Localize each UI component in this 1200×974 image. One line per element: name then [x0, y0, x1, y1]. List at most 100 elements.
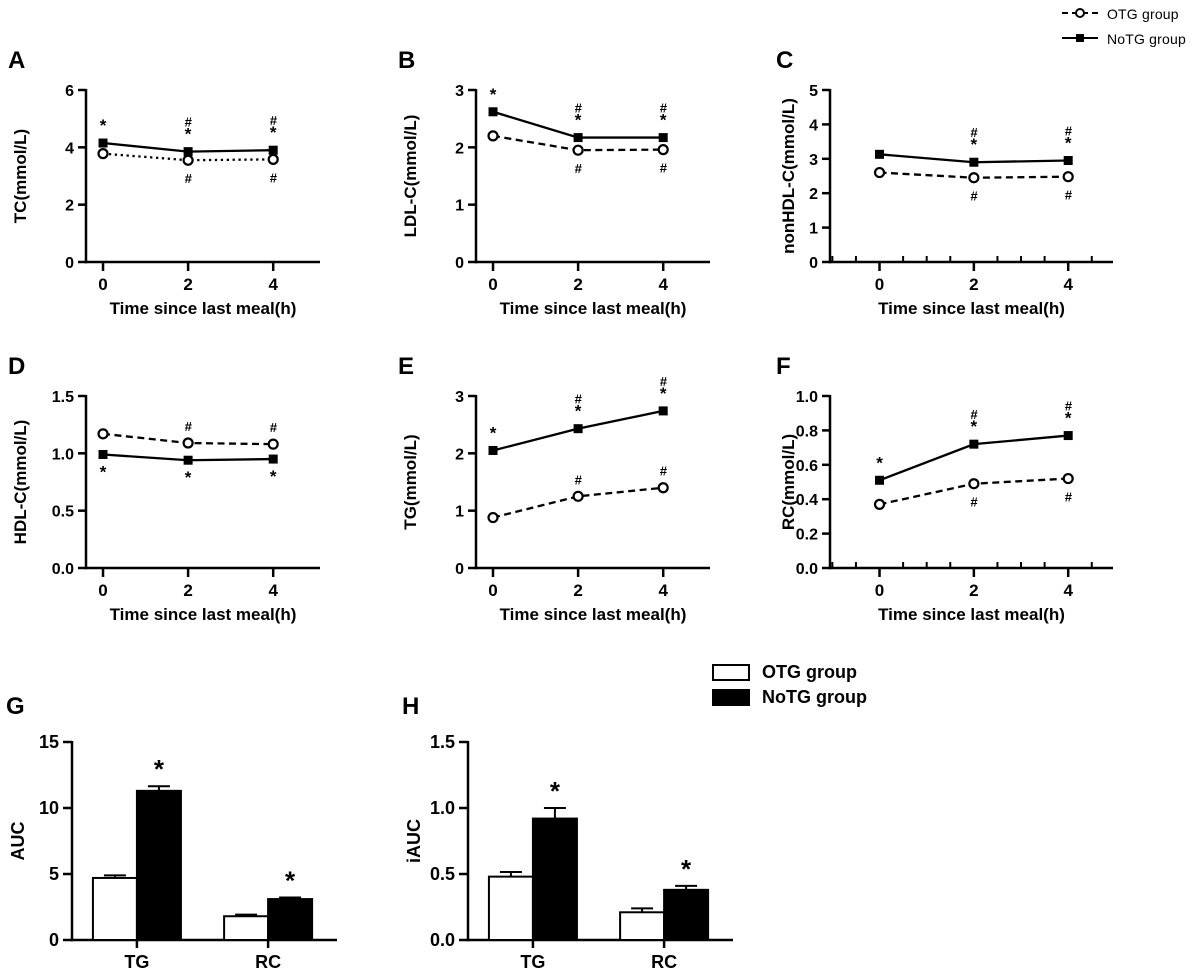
- svg-text:#: #: [574, 101, 582, 116]
- filled-bar-swatch-icon: [712, 689, 750, 706]
- chart-h-svg: H 0.0 0.5 1.0 1.5 * TG * RC iAUC: [402, 693, 733, 972]
- svg-text:*: *: [550, 776, 561, 806]
- svg-text:0: 0: [455, 255, 464, 272]
- svg-text:0: 0: [455, 561, 464, 578]
- svg-text:#: #: [574, 392, 582, 407]
- panel-f-chart: F 0.0 0.2 0.4 0.6 0.8 1.0 0 2 4 Time since last me…: [770, 346, 1190, 648]
- svg-text:#: #: [270, 113, 278, 128]
- svg-text:*: *: [100, 462, 107, 481]
- svg-text:*: *: [270, 123, 277, 142]
- svg-text:Time since last meal(h): Time since last meal(h): [110, 299, 297, 318]
- svg-text:2: 2: [65, 198, 74, 215]
- svg-text:4: 4: [658, 581, 668, 600]
- svg-text:6: 6: [65, 83, 74, 100]
- svg-text:*: *: [154, 754, 165, 784]
- svg-text:15: 15: [39, 732, 59, 752]
- svg-text:0.4: 0.4: [796, 492, 818, 509]
- svg-text:4: 4: [268, 275, 278, 294]
- svg-text:1: 1: [455, 504, 464, 521]
- chart-f-svg: F 0.0 0.2 0.4 0.6 0.8 1.0 0 2 4 Time since last me…: [776, 353, 1113, 624]
- svg-text:4: 4: [1063, 581, 1073, 600]
- svg-text:0: 0: [98, 275, 107, 294]
- svg-text:0: 0: [875, 275, 884, 294]
- svg-text:Time since last meal(h): Time since last meal(h): [110, 605, 297, 624]
- solid-line-filled-square-icon: [1061, 33, 1098, 45]
- svg-text:5: 5: [49, 864, 59, 884]
- svg-text:C: C: [776, 47, 793, 74]
- svg-text:1.0: 1.0: [52, 446, 74, 463]
- legend-label-notg: NoTG group: [1106, 31, 1186, 47]
- svg-text:2: 2: [969, 275, 978, 294]
- bar-legend-label-notg: NoTG group: [762, 687, 867, 707]
- svg-text:#: #: [970, 189, 978, 204]
- svg-text:0.8: 0.8: [796, 423, 818, 440]
- svg-text:#: #: [660, 374, 668, 389]
- svg-text:1.5: 1.5: [430, 732, 455, 752]
- svg-text:3: 3: [455, 389, 464, 406]
- svg-text:5: 5: [809, 83, 818, 100]
- bar-legend-item-notg: NoTG group: [712, 687, 867, 708]
- svg-text:RC(mmol/L): RC(mmol/L): [779, 434, 798, 530]
- svg-text:E: E: [398, 353, 414, 380]
- panel-a-chart: A 0 2 4 6 0 2 4 Time since last meal(h) TC(mmol/L…: [2, 40, 387, 342]
- svg-text:#: #: [184, 171, 192, 186]
- svg-text:#: #: [574, 472, 582, 487]
- svg-text:Time since last meal(h): Time since last meal(h): [500, 605, 687, 624]
- svg-text:*: *: [185, 468, 192, 487]
- svg-text:#: #: [970, 125, 978, 140]
- svg-text:2: 2: [455, 446, 464, 463]
- svg-text:0.2: 0.2: [796, 527, 818, 544]
- svg-text:2: 2: [573, 581, 582, 600]
- svg-text:3: 3: [455, 83, 464, 100]
- open-circle-marker-icon: [1074, 8, 1085, 18]
- svg-text:Time since last meal(h): Time since last meal(h): [878, 299, 1065, 318]
- svg-text:#: #: [970, 407, 978, 422]
- svg-text:0.0: 0.0: [52, 561, 74, 578]
- svg-text:nonHDL-C(mmol/L): nonHDL-C(mmol/L): [779, 98, 798, 254]
- svg-text:RC: RC: [651, 952, 677, 972]
- svg-text:*: *: [971, 135, 978, 154]
- svg-text:2: 2: [809, 186, 818, 203]
- chart-a-svg: A 0 2 4 6 0 2 4 Time since last meal(h) TC(mmol/L…: [8, 47, 320, 318]
- svg-text:3: 3: [809, 152, 818, 169]
- svg-text:D: D: [8, 353, 25, 380]
- svg-text:G: G: [6, 693, 25, 720]
- svg-text:2: 2: [969, 581, 978, 600]
- svg-text:*: *: [575, 402, 582, 421]
- legend-item-notg: NoTG group: [1061, 31, 1186, 47]
- svg-text:0: 0: [488, 581, 497, 600]
- svg-text:4: 4: [809, 117, 818, 134]
- svg-text:4: 4: [658, 275, 668, 294]
- panel-d-chart: D 0.0 0.5 1.0 1.5 0 2 4 Time since last meal(h) H…: [2, 346, 387, 648]
- svg-text:#: #: [270, 170, 278, 185]
- svg-text:4: 4: [1063, 275, 1073, 294]
- svg-text:#: #: [184, 115, 192, 130]
- open-bar-swatch-icon: [712, 664, 750, 681]
- svg-text:#: #: [1065, 124, 1073, 139]
- svg-text:TG: TG: [520, 952, 545, 972]
- line-chart-legend: OTG group NoTG group: [1061, 6, 1186, 47]
- svg-text:2: 2: [455, 140, 464, 157]
- svg-text:0.0: 0.0: [796, 561, 818, 578]
- svg-text:B: B: [398, 47, 415, 74]
- svg-text:*: *: [876, 453, 883, 472]
- svg-text:TG(mmol/L): TG(mmol/L): [401, 434, 420, 529]
- filled-square-marker-icon: [1075, 34, 1084, 42]
- svg-text:#: #: [184, 419, 192, 434]
- svg-text:#: #: [1065, 399, 1073, 414]
- svg-text:*: *: [1065, 409, 1072, 428]
- svg-text:2: 2: [573, 275, 582, 294]
- svg-text:AUC: AUC: [8, 822, 28, 861]
- svg-text:10: 10: [39, 798, 59, 818]
- panel-e-chart: E 0 1 2 3 0 2 4 Time since last meal(h) TG(mmol/L…: [392, 346, 777, 648]
- chart-e-svg: E 0 1 2 3 0 2 4 Time since last meal(h) TG(mmol/L…: [398, 353, 710, 624]
- svg-text:#: #: [660, 101, 668, 116]
- svg-text:*: *: [270, 467, 277, 486]
- svg-text:2: 2: [183, 581, 192, 600]
- chart-d-svg: D 0.0 0.5 1.0 1.5 0 2 4 Time since last meal(h) H…: [8, 353, 320, 624]
- svg-text:H: H: [402, 693, 419, 720]
- legend-item-otg: OTG group: [1061, 6, 1186, 22]
- svg-text:#: #: [574, 161, 582, 176]
- bar-chart-legend: OTG group NoTG group: [712, 662, 867, 708]
